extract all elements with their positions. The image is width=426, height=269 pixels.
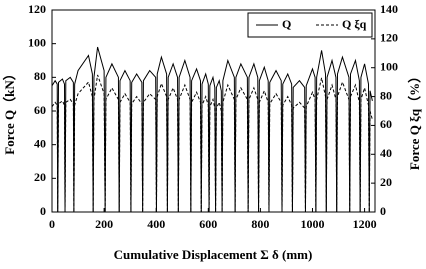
y2-tick-label: 140 xyxy=(380,2,398,16)
y-tick-label: 0 xyxy=(40,204,46,218)
series-line xyxy=(51,74,373,213)
x-tick-label: 800 xyxy=(251,217,269,231)
y-tick-label: 100 xyxy=(28,35,46,49)
y2-tick-label: 120 xyxy=(380,31,398,45)
y-tick-label: 80 xyxy=(34,69,46,83)
legend-label: Q ξq xyxy=(342,17,367,31)
legend-label: Q xyxy=(282,17,291,31)
y2-tick-label: 0 xyxy=(380,204,386,218)
y-tick-label: 40 xyxy=(34,136,46,150)
y2-axis-label: Force Q ξq（%） xyxy=(407,70,422,170)
y2-tick-label: 40 xyxy=(380,146,392,160)
x-tick-label: 400 xyxy=(147,217,165,231)
y-tick-label: 20 xyxy=(34,170,46,184)
x-tick-label: 0 xyxy=(49,217,55,231)
y2-tick-label: 60 xyxy=(380,117,392,131)
x-tick-label: 1000 xyxy=(300,217,324,231)
x-axis-label: Cumulative Displacement Σ δ (mm) xyxy=(114,247,313,262)
y-tick-label: 120 xyxy=(28,2,46,16)
x-tick-label: 1200 xyxy=(353,217,377,231)
y-axis-label: Force Q（kN） xyxy=(2,67,17,155)
x-tick-label: 600 xyxy=(199,217,217,231)
series-line xyxy=(51,46,373,213)
y-tick-label: 60 xyxy=(34,103,46,117)
y2-tick-label: 100 xyxy=(380,59,398,73)
y2-tick-label: 20 xyxy=(380,175,392,189)
x-tick-label: 200 xyxy=(95,217,113,231)
y2-tick-label: 80 xyxy=(380,88,392,102)
